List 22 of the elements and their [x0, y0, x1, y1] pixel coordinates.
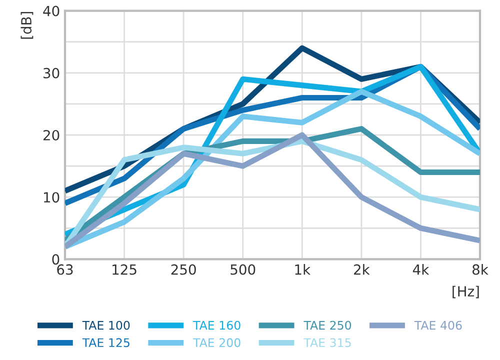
x-tick-label: 125: [112, 264, 136, 275]
x-tick-label: 4k: [412, 264, 430, 275]
legend-label: TAE 160: [192, 320, 240, 330]
y-tick-label: 10: [44, 192, 60, 203]
x-tick-label: 8k: [472, 264, 488, 275]
legend-label: TAE 406: [414, 320, 462, 330]
legend-label: TAE 100: [82, 320, 130, 330]
x-tick-label: 63: [57, 264, 73, 275]
legend-label: TAE 125: [82, 338, 130, 348]
x-tick-label: 2k: [354, 264, 370, 275]
y-tick-label: 40: [43, 6, 60, 16]
legend-label: TAE 250: [304, 320, 352, 330]
legend-label: TAE 315: [304, 338, 351, 348]
x-tick-label: 250: [171, 264, 196, 275]
y-axis-title: [dB]: [20, 12, 34, 39]
x-axis-title: [Hz]: [452, 286, 479, 298]
x-tick-label: 1k: [295, 264, 311, 275]
legend-label: TAE 200: [192, 338, 240, 348]
y-tick-label: 0: [52, 254, 60, 265]
y-tick-label: 30: [44, 68, 60, 78]
x-tick-label: 500: [230, 264, 256, 275]
y-tick-label: 20: [43, 130, 60, 140]
